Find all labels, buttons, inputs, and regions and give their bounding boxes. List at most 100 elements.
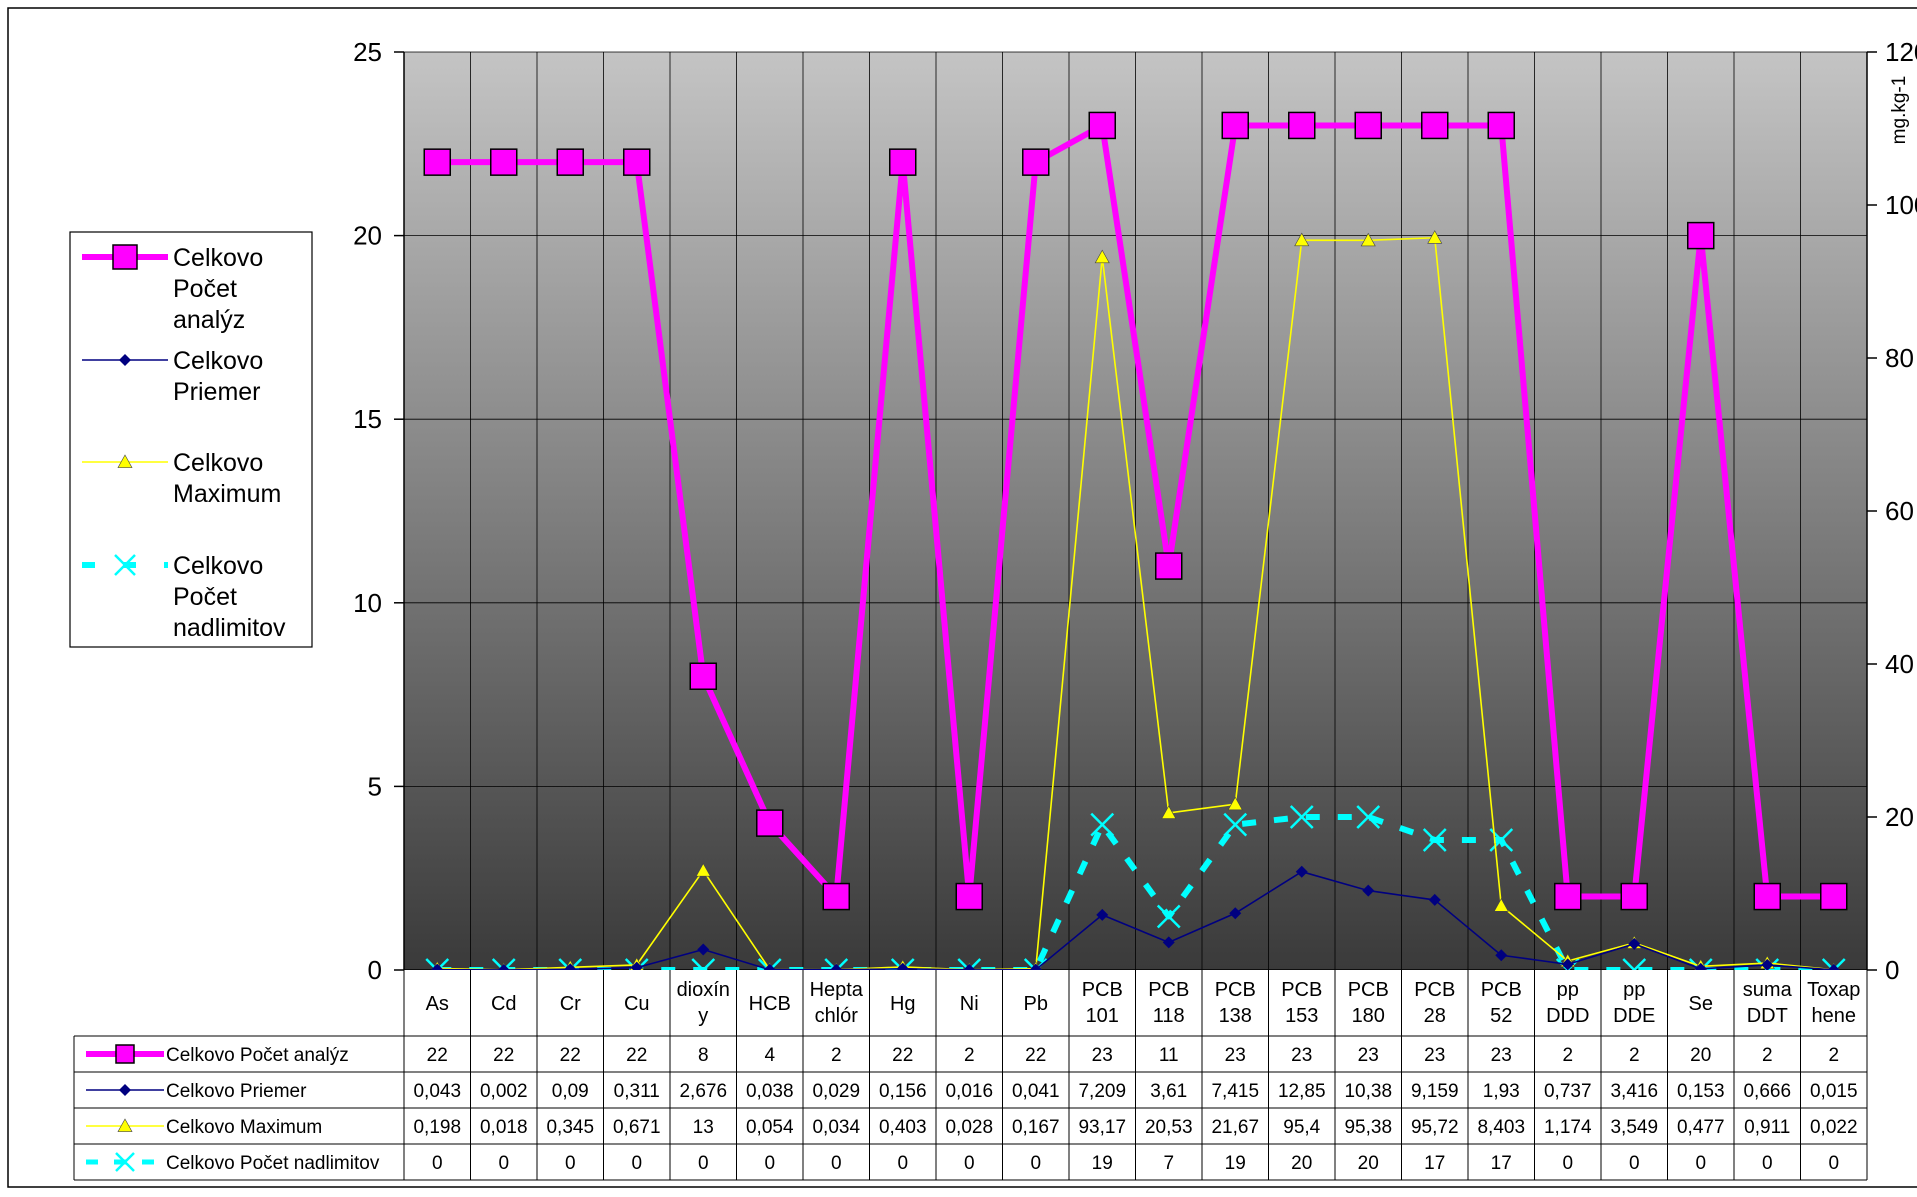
left-tick-label: 0 (368, 955, 382, 985)
table-cell: 0,345 (546, 1117, 594, 1138)
table-cell: 0 (831, 1153, 842, 1174)
table-cell: 0,015 (1810, 1081, 1858, 1102)
table-cell: 7 (1163, 1153, 1174, 1174)
table-cell: 0 (1828, 1153, 1839, 1174)
table-cell: 0,671 (613, 1117, 661, 1138)
category-label: DDT (1747, 1005, 1788, 1027)
series-point (1356, 805, 1381, 829)
series-point (423, 148, 451, 176)
series-point (1161, 805, 1177, 819)
series-point (1094, 249, 1110, 264)
category-label: PCB (1148, 979, 1189, 1001)
series-point (756, 809, 784, 837)
table-cell: 0 (698, 1153, 709, 1174)
series-point (689, 662, 717, 690)
category-label: PCB (1414, 979, 1455, 1001)
table-cell: 0 (565, 1153, 576, 1174)
table-cell: 0,054 (746, 1117, 794, 1138)
category-label: 101 (1086, 1005, 1119, 1027)
series-line (437, 122, 1834, 900)
left-tick-label: 25 (353, 37, 382, 67)
table-cell: 2 (1629, 1045, 1640, 1066)
series-point (1288, 111, 1316, 140)
series-point (490, 148, 518, 176)
table-cell: 2 (964, 1045, 975, 1066)
category-label: PCB (1082, 979, 1123, 1001)
legend-label: Maximum (173, 480, 281, 508)
series-point (1362, 884, 1375, 897)
series-point (1487, 111, 1515, 140)
series-point (1753, 882, 1781, 911)
table-cell: 2 (1762, 1045, 1773, 1066)
legend-label: Celkovo (173, 449, 263, 477)
table-cell: 22 (626, 1045, 647, 1066)
table-cell: 0 (1030, 1153, 1041, 1174)
table-cell: 0,477 (1677, 1117, 1725, 1138)
category-label: DDE (1613, 1005, 1655, 1027)
legend-label: analýz (173, 306, 245, 334)
category-label: PCB (1348, 979, 1389, 1001)
category-label: Ni (960, 993, 979, 1015)
category-label: pp (1557, 979, 1579, 1001)
series-point (1227, 796, 1243, 811)
series-point (1687, 221, 1715, 250)
table-cell: 0,016 (945, 1081, 993, 1102)
category-label: DDD (1546, 1005, 1589, 1027)
table-cell: 0,156 (879, 1081, 927, 1102)
category-label: Cu (624, 993, 650, 1015)
table-row-key-marker (117, 1118, 133, 1132)
series-point (1421, 111, 1449, 140)
table-cell: 23 (1092, 1045, 1113, 1066)
category-label: 138 (1219, 1005, 1252, 1027)
series-point (1022, 148, 1050, 176)
series-point (955, 882, 983, 911)
category-label: y (698, 1005, 708, 1027)
right-axis-label: mg.kg-1 (1889, 76, 1910, 145)
series-point (1554, 882, 1582, 911)
table-cell: 22 (493, 1045, 514, 1066)
series-point (1156, 904, 1181, 929)
right-tick-label: 120 (1885, 37, 1917, 67)
left-tick-label: 20 (353, 221, 382, 251)
legend-key-marker (119, 354, 131, 366)
table-cell: 0,002 (480, 1081, 528, 1102)
series-point (1289, 805, 1314, 829)
category-label: As (426, 993, 449, 1015)
legend-label: Počet (173, 583, 237, 611)
table-cell: 0,034 (812, 1117, 860, 1138)
legend-label: nadlimitov (173, 614, 286, 642)
table-cell: 17 (1491, 1153, 1512, 1174)
table-cell: 0,311 (614, 1081, 660, 1102)
table-cell: 0 (1695, 1153, 1706, 1174)
series-point (1090, 812, 1115, 837)
category-label: chlór (815, 1005, 859, 1027)
table-cell: 20,53 (1145, 1117, 1193, 1138)
table-cell: 2 (1562, 1045, 1573, 1066)
legend-label: Priemer (173, 378, 261, 406)
table-cell: 1,174 (1544, 1117, 1592, 1138)
table-row-label: Celkovo Maximum (166, 1117, 322, 1138)
table-cell: 20 (1291, 1153, 1312, 1174)
series-point (1360, 232, 1376, 247)
legend-key-marker (112, 244, 138, 270)
series-point (822, 882, 850, 911)
right-tick-label: 80 (1885, 343, 1914, 373)
table-cell: 10,38 (1344, 1081, 1392, 1102)
category-label: Pb (1024, 993, 1048, 1015)
table-cell: 0,041 (1012, 1081, 1060, 1102)
series-point (1428, 893, 1441, 906)
table-cell: 22 (892, 1045, 913, 1066)
series-point (1088, 111, 1116, 140)
series-line (437, 870, 1834, 971)
series-point (1427, 230, 1443, 244)
series-point (1295, 865, 1308, 878)
table-cell: 8 (698, 1045, 709, 1066)
series-point (1221, 111, 1249, 140)
table-cell: 0,737 (1544, 1081, 1592, 1102)
table-cell: 0,029 (812, 1081, 860, 1102)
table-cell: 23 (1291, 1045, 1312, 1066)
table-cell: 0 (1629, 1153, 1640, 1174)
table-cell: 12,85 (1278, 1081, 1326, 1102)
series-point (1495, 949, 1508, 962)
